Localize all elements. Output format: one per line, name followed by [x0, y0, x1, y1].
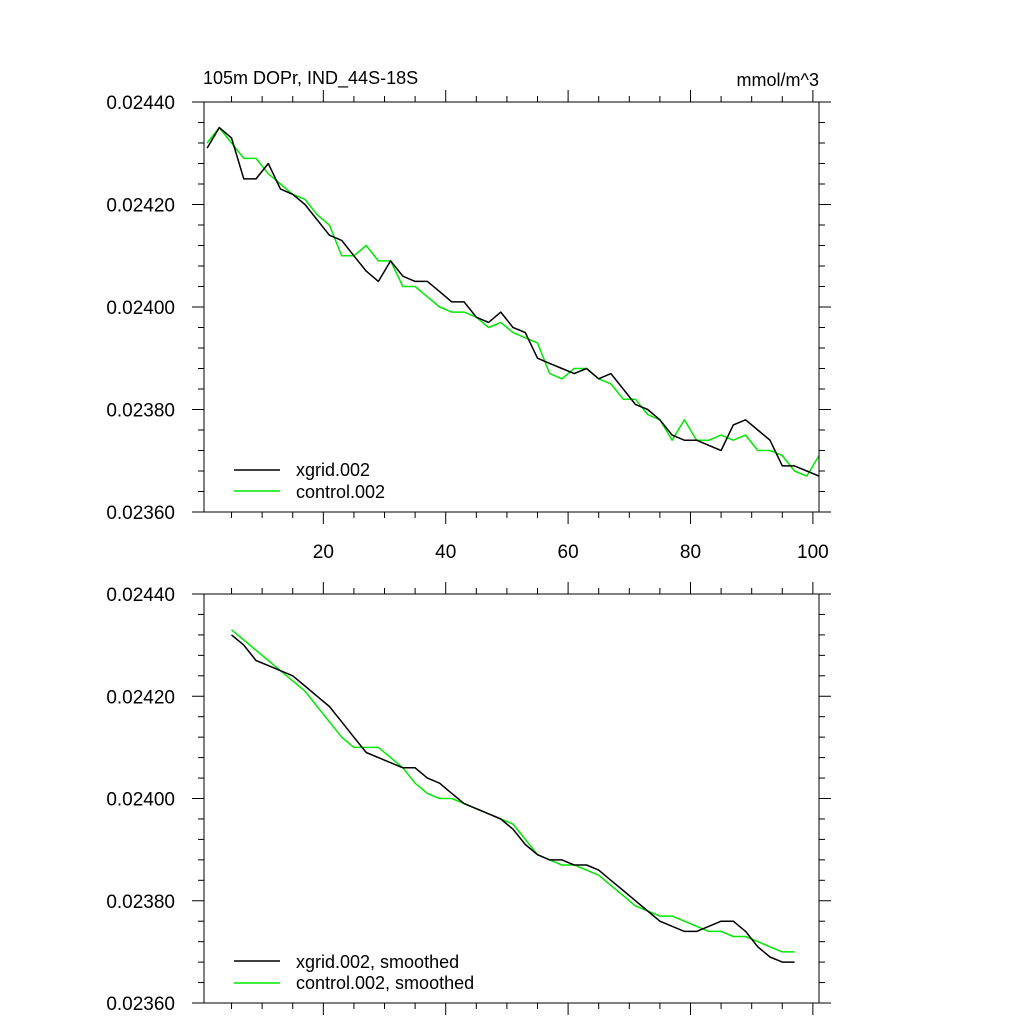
- chart-title: 105m DOPr, IND_44S-18S: [203, 68, 418, 89]
- legend-label-xgrid-smoothed: xgrid.002, smoothed: [296, 952, 459, 972]
- top-y-tick-label: 0.02420: [106, 196, 175, 217]
- top-x-tick-label: 40: [435, 542, 456, 563]
- top-y-tick-label: 0.02440: [106, 93, 175, 114]
- legend-label-control-smoothed: control.002, smoothed: [296, 973, 474, 993]
- legend-label-xgrid: xgrid.002: [296, 460, 370, 480]
- top-panel: 105m DOPr, IND_44S-18S mmol/m^3 0.023600…: [106, 68, 831, 563]
- bottom-y-tick-label: 0.02420: [106, 687, 175, 708]
- bottom-y-tick-label: 0.02360: [106, 994, 175, 1015]
- top-y-tick-label: 0.02380: [106, 401, 175, 422]
- bottom-series-group: [231, 629, 795, 963]
- top-axis-ticks: 0.02360 0.02380 0.02400 0.02420 0.02440 20 40 6…: [106, 90, 831, 563]
- top-plot-frame: [203, 101, 820, 513]
- top-series-group: [206, 126, 820, 477]
- top-x-tick-label: 100: [797, 542, 829, 563]
- top-y-tick-label: 0.02400: [106, 298, 175, 319]
- legend-label-control: control.002: [296, 482, 385, 502]
- top-x-tick-label: 20: [313, 542, 334, 563]
- bottom-y-tick-label: 0.02380: [106, 892, 175, 913]
- top-x-tick-label: 60: [558, 542, 579, 563]
- top-x-tick-label: 80: [680, 542, 701, 563]
- bottom-y-tick-label: 0.02400: [106, 790, 175, 811]
- top-y-tick-label: 0.02360: [106, 503, 175, 524]
- bottom-legend: xgrid.002, smoothed control.002, smoothe…: [234, 952, 474, 993]
- top-series-xgrid-002: [206, 126, 820, 477]
- top-series-control-002: [206, 126, 820, 477]
- units-label: mmol/m^3: [737, 70, 819, 90]
- bottom-y-tick-label: 0.02440: [106, 585, 175, 606]
- bottom-panel: 0.02360 0.02380 0.02400 0.02420 0.02440 xgri…: [106, 582, 831, 1015]
- bottom-series-xgrid-002-smoothed: [231, 634, 795, 963]
- bottom-axis-ticks: 0.02360 0.02380 0.02400 0.02420 0.02440: [106, 582, 831, 1015]
- bottom-series-control-002-smoothed: [231, 629, 795, 953]
- bottom-plot-frame: [203, 593, 820, 1004]
- top-legend: xgrid.002 control.002: [234, 460, 385, 502]
